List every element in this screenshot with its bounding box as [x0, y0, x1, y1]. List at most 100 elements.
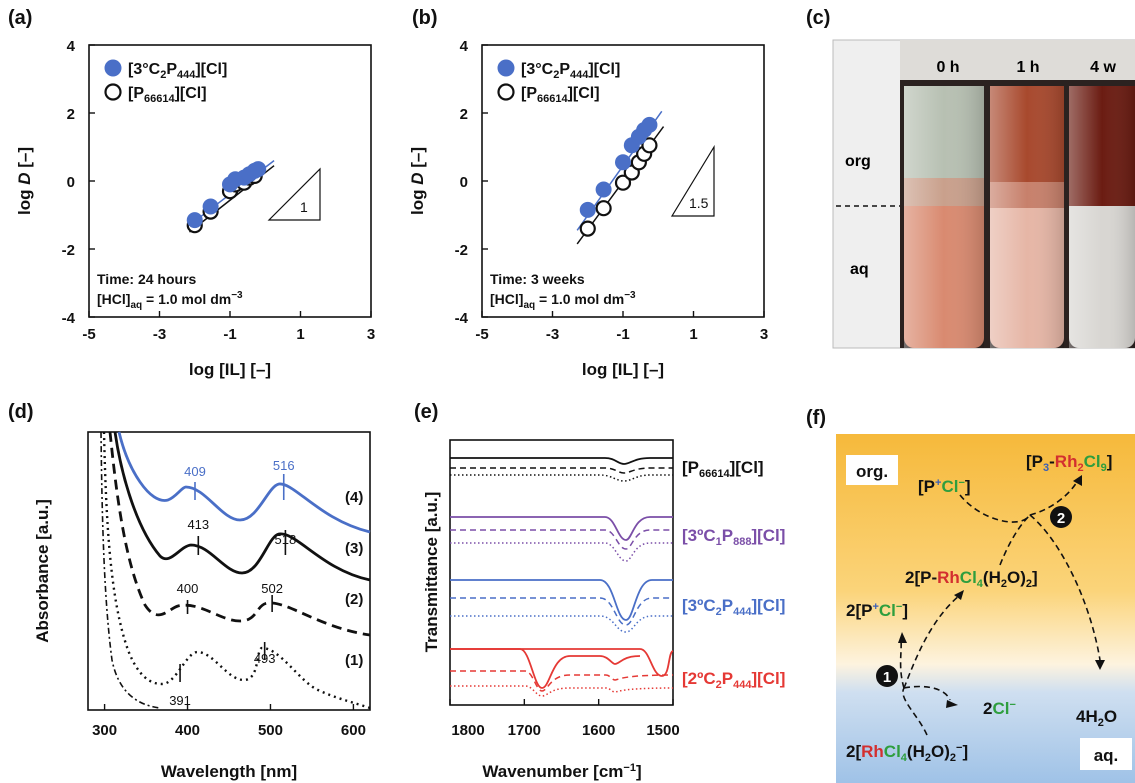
point-b-s0-1 — [595, 181, 612, 198]
ir-group-label-c1p888: [3ºC1P888][Cl] — [682, 526, 785, 548]
arrowhead-cl — [946, 700, 958, 708]
series-label-4: (4) — [345, 489, 363, 506]
ir-black-solid — [450, 457, 673, 465]
x-axis-label-d: Wavelength [nm] — [161, 762, 297, 781]
slope-triangle-a — [267, 167, 321, 221]
ir-purple-dashed — [450, 529, 673, 550]
curve-4 — [117, 431, 371, 534]
curve-3 — [113, 431, 371, 582]
legend-marker-filled-a — [104, 59, 122, 77]
arrow-left-up — [899, 639, 905, 689]
time-label-4w: 4 w — [1090, 59, 1116, 76]
x-tick-label-d-2: 500 — [258, 722, 283, 739]
y-tick-label-a-2: 0 — [67, 174, 75, 191]
time-label-b: Time: 3 weeks — [490, 271, 585, 287]
x-tick-label-a-4: 3 — [367, 326, 375, 343]
x-tick-label-b-3: 1 — [689, 326, 697, 343]
series-label-2: (2) — [345, 591, 363, 608]
point-b-s0-2 — [615, 154, 631, 171]
aq-label: aq. — [1094, 746, 1119, 765]
arrow-bottom-up — [902, 687, 928, 736]
arrowhead-h2o — [1095, 660, 1105, 670]
legend-label-s2-a: [P66614][Cl] — [128, 85, 207, 105]
series-label-1: (1) — [345, 652, 363, 669]
time-label-0h: 0 h — [936, 59, 959, 76]
x-tick-label-e-2: 1600 — [582, 722, 615, 739]
point-b-s1-0 — [579, 220, 596, 237]
plot-frame-d — [87, 431, 371, 711]
tube-4w-gloss — [1069, 86, 1135, 348]
legend-marker-open-a — [104, 83, 122, 101]
x-tick-label-a-1: -3 — [153, 326, 166, 343]
x-tick-label-b-0: -5 — [475, 326, 488, 343]
species-p-rhcl4: 2[P-RhCl4(H2O)2] — [905, 568, 1038, 590]
ir-group-label-3c2p444: [3ºC2P444][Cl] — [682, 596, 785, 618]
panel-label-f: (f) — [806, 407, 826, 429]
ir-black-dotted — [450, 474, 673, 482]
ir-red-solid — [450, 648, 641, 689]
legend-label-s1-b: [3°C2P444][Cl] — [521, 61, 620, 81]
point-a-s0-7 — [250, 161, 267, 178]
ir-blue-dotted — [450, 615, 673, 633]
phase-label-org: org — [845, 153, 871, 170]
x-tick-label-e-1: 1700 — [508, 722, 541, 739]
x-tick-label-a-2: -1 — [223, 326, 236, 343]
panel-label-a: (a) — [8, 7, 32, 29]
y-axis-label-a: log D [–] — [15, 147, 34, 215]
y-tick-label-a-4: 4 — [67, 38, 76, 55]
species-p3-rh2cl9: [P3-Rh2Cl9] — [1026, 452, 1112, 474]
x-axis-label-b: log [IL] [–] — [582, 360, 664, 379]
ir-blue-dashed — [450, 597, 673, 626]
arrow-to-cl — [903, 685, 951, 701]
ir-group-label-p66614: [P66614][Cl] — [682, 458, 764, 480]
aq-box — [1080, 738, 1132, 770]
species-4h2o: 4H2O — [1076, 707, 1117, 729]
x-tick-label-d-0: 300 — [92, 722, 117, 739]
x-tick-label-b-2: -1 — [616, 326, 629, 343]
species-2cl: 2Cl− — [983, 699, 1016, 718]
point-b-s1-1 — [595, 200, 612, 217]
panel-label-c: (c) — [806, 7, 830, 29]
y-axis-label-b: log D [–] — [408, 147, 427, 215]
y-tick-label-b-2: 0 — [460, 174, 468, 191]
org-label: org. — [856, 462, 888, 481]
arrow-to-p3 — [1029, 479, 1079, 516]
scheme-background — [836, 434, 1135, 783]
chart-d: 300 400 500 600 409 516 413 518 400 502 391 493 (4… — [33, 431, 371, 781]
ir-purple-solid — [450, 516, 673, 541]
panel-label-b: (b) — [412, 7, 438, 29]
species-p-cl: [P+Cl−] — [918, 477, 971, 496]
slope-label-b: 1.5 — [689, 195, 709, 211]
x-axis-label-e: Wavenumber [cm−1] — [482, 762, 641, 781]
arrow-mid-up — [999, 514, 1031, 566]
ir-red-solid-a — [450, 648, 674, 677]
ir-black-dashed — [450, 467, 673, 474]
arrowhead-mid — [954, 590, 964, 600]
species-rhcl4-aq: 2[RhCl4(H2O)2−] — [846, 742, 968, 764]
point-b-s0-6 — [641, 116, 658, 133]
legend-label-s2-b: [P66614][Cl] — [521, 85, 600, 105]
panel-label-e: (e) — [414, 401, 438, 423]
legend-label-s1-a: [3°C2P444][Cl] — [128, 61, 227, 81]
arrow-to-mid — [903, 594, 961, 689]
arrowhead-p3 — [1073, 475, 1082, 486]
tube-1h-gloss — [990, 86, 1064, 348]
hcl-label-b: [HCl]aq = 1.0 mol dm−3 — [490, 290, 636, 311]
x-tick-label-e-0: 1800 — [451, 722, 484, 739]
ir-group-label-2c2p444: [2ºC2P444][Cl] — [682, 669, 785, 691]
plot-frame-e — [449, 439, 674, 706]
chart-a: -5 -3 -1 1 3 -4 -2 0 2 4 [3°C2P444][Cl] [P66614][… — [15, 38, 375, 379]
peak-label-3-0: 391 — [169, 693, 191, 708]
y-tick-label-a-0: -4 — [62, 310, 76, 327]
point-a-s0-0 — [186, 212, 203, 229]
reaction-scheme: org. aq. [P3-Rh2Cl9] [P+Cl−] 2[P-RhCl4(H… — [836, 434, 1135, 783]
peak-label-3-1: 493 — [254, 651, 276, 666]
y-tick-label-a-3: 2 — [67, 106, 75, 123]
scheme-arrows — [899, 479, 1101, 736]
chart-e: 1800 1700 1600 1500 [P66614][Cl] [3ºC1P888]… — [422, 439, 785, 781]
photo-top-strip — [900, 40, 1135, 80]
species-2p-cl: 2[P+Cl−] — [846, 601, 908, 620]
curve-2 — [108, 431, 371, 637]
phase-label-aq: aq — [850, 261, 869, 278]
